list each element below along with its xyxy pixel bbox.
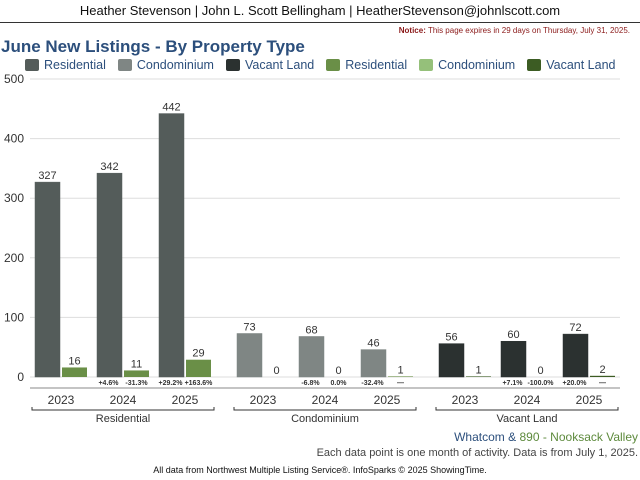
notice-text: This page expires in 29 days on Thursday…: [427, 26, 630, 35]
bar-primary: [562, 333, 589, 378]
legend-swatch: [117, 59, 132, 71]
legend-swatch: [225, 59, 240, 71]
legend-label: Condominium: [136, 58, 214, 72]
bar-value-label: 46: [367, 338, 379, 350]
bar-value-label: 16: [68, 355, 80, 367]
bar-value-label: 11: [131, 358, 142, 370]
legend-label: Residential: [345, 58, 408, 72]
bar-primary: [500, 340, 527, 378]
legend-item[interactable]: Vacant Land: [225, 58, 315, 72]
x-tick-label: 2023: [48, 393, 75, 407]
y-tick-label: 0: [17, 370, 24, 384]
pct-change-label: 0.0%: [331, 380, 348, 387]
x-tick-label: 2024: [514, 393, 541, 407]
pct-change-label: +163.6%: [185, 380, 214, 387]
legend-item[interactable]: Residential: [25, 58, 106, 72]
bar-value-label: 342: [100, 161, 118, 173]
bar-secondary: [186, 359, 211, 377]
bar-value-label: 1: [397, 364, 403, 376]
legend-swatch: [527, 59, 542, 71]
bar-primary: [298, 336, 325, 378]
y-tick-label: 500: [4, 72, 24, 86]
legend-item[interactable]: Condominium: [419, 58, 515, 72]
pct-change-label: -31.3%: [125, 380, 148, 387]
bar-value-label: 442: [162, 102, 180, 114]
x-tick-label: 2024: [110, 393, 137, 407]
legend-swatch: [326, 59, 341, 71]
x-tick-label: 2025: [172, 393, 199, 407]
legend-swatch: [25, 59, 39, 71]
subarea-name: 890 - Nooksack Valley: [519, 430, 639, 444]
bar-secondary: [590, 375, 615, 377]
bar-value-label: 60: [507, 329, 519, 341]
y-tick-label: 100: [4, 310, 24, 324]
bar-value-label: 327: [38, 170, 56, 182]
bar-value-label: 2: [599, 364, 605, 376]
expiry-notice: Notice: This page expires in 29 days on …: [399, 26, 630, 35]
bar-primary: [236, 333, 263, 378]
pct-change-label: -100.0%: [527, 380, 554, 387]
group-bracket: [435, 407, 619, 411]
bar-value-label: 56: [445, 332, 457, 344]
y-tick-label: 400: [4, 132, 24, 146]
pct-change-label: +4.6%: [98, 380, 119, 387]
notice-label: Notice:: [398, 26, 426, 35]
bar-secondary: [124, 370, 149, 377]
geography-label: Whatcom & 890 - Nooksack Valley: [454, 430, 638, 444]
legend-swatch: [419, 59, 434, 71]
group-label: Residential: [96, 413, 150, 425]
group-label: Condominium: [291, 413, 359, 425]
group-label: Vacant Land: [497, 413, 558, 425]
pct-change-label: +29.2%: [159, 380, 184, 387]
data-info: Each data point is one month of activity…: [316, 447, 638, 459]
bar-value-label: 29: [192, 348, 204, 360]
bar-value-label: 0: [335, 365, 341, 377]
legend-item[interactable]: Residential: [326, 58, 407, 72]
bar-value-label: 0: [273, 365, 279, 377]
agent-header-text: Heather Stevenson | John L. Scott Bellin…: [79, 3, 561, 18]
bar-value-label: 1: [475, 364, 481, 376]
bar-primary: [360, 349, 387, 378]
y-tick-label: 300: [4, 191, 24, 205]
agent-header: Heather Stevenson | John L. Scott Bellin…: [0, 0, 640, 23]
bar-secondary: [466, 376, 491, 377]
data-credit: All data from Northwest Multiple Listing…: [153, 465, 487, 475]
bar-primary: [438, 343, 465, 378]
bar-value-label: 0: [537, 365, 543, 377]
bar-secondary: [62, 367, 87, 377]
pct-change-label: +20.0%: [563, 380, 588, 387]
legend-label: Condominium: [438, 58, 516, 72]
legend-label: Vacant Land: [546, 58, 616, 72]
legend-item[interactable]: Vacant Land: [527, 58, 616, 72]
bar-value-label: 73: [243, 321, 255, 333]
area-name: Whatcom: [454, 430, 505, 444]
x-tick-label: 2023: [250, 393, 277, 407]
legend-label: Residential: [44, 58, 106, 72]
bar-secondary: [388, 376, 413, 377]
bar-primary: [96, 172, 123, 378]
legend-label: Vacant Land: [244, 58, 315, 72]
pct-change-label: —: [599, 380, 606, 387]
group-bracket: [233, 407, 417, 411]
x-tick-label: 2023: [452, 393, 479, 407]
chart-legend: Residential Condominium Vacant Land Residen…: [25, 57, 635, 73]
pct-change-label: -32.4%: [361, 380, 384, 387]
chart-title: June New Listings - By Property Type: [1, 37, 305, 56]
pct-change-label: -6.8%: [301, 380, 320, 387]
bar-value-label: 72: [569, 322, 581, 334]
x-tick-label: 2025: [576, 393, 603, 407]
legend-item[interactable]: Condominium: [117, 58, 214, 72]
pct-change-label: +7.1%: [502, 380, 523, 387]
bar-value-label: 68: [305, 324, 317, 336]
group-bracket: [31, 407, 215, 411]
bar-primary: [34, 181, 61, 378]
bar-primary: [158, 113, 185, 378]
x-tick-label: 2024: [312, 393, 339, 407]
pct-change-label: —: [397, 380, 404, 387]
x-tick-label: 2025: [374, 393, 401, 407]
area-separator: &: [508, 430, 517, 444]
y-tick-label: 200: [4, 251, 24, 265]
